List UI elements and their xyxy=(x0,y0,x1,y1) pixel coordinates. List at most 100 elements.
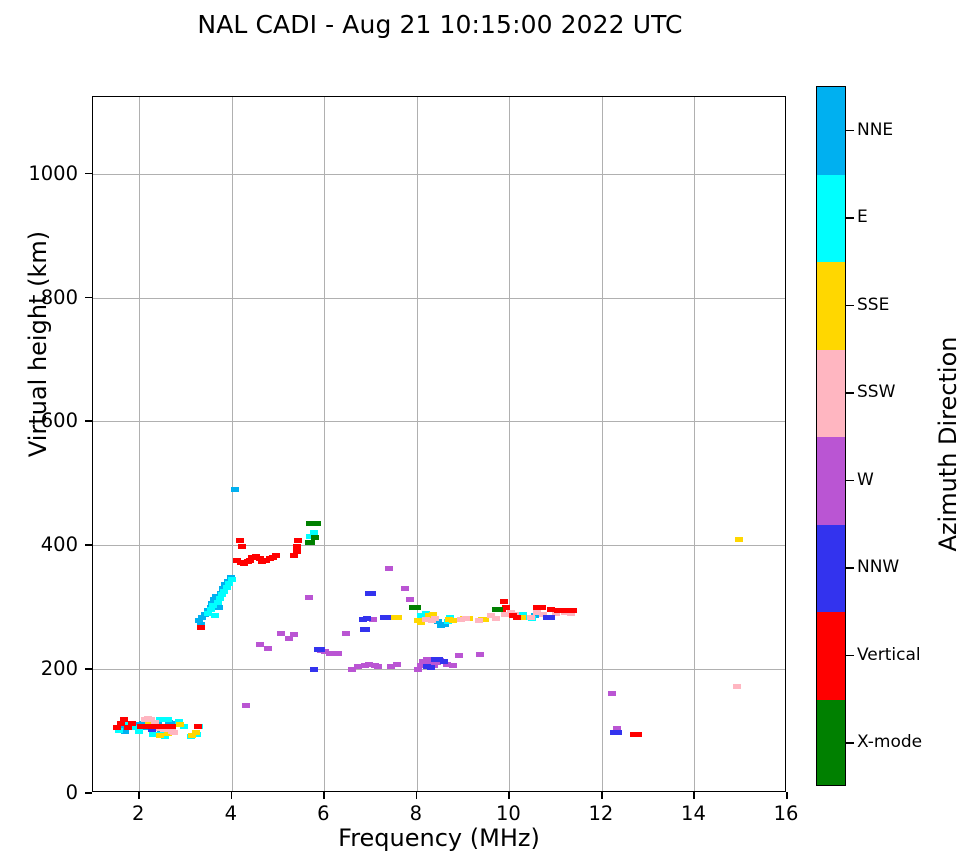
gridline-horizontal xyxy=(93,173,785,175)
data-point-vertical xyxy=(159,723,168,729)
data-point-ssw xyxy=(457,617,466,623)
colorbar-segment-nne[interactable] xyxy=(817,87,845,175)
colorbar-tick-mark xyxy=(846,217,854,219)
data-point-e xyxy=(207,607,216,613)
data-point-vertical xyxy=(194,723,203,729)
x-axis-label: Frequency (MHz) xyxy=(338,824,540,852)
data-point-vertical xyxy=(113,724,122,730)
data-point-vertical xyxy=(559,608,568,614)
y-tick-label: 1000 xyxy=(28,161,78,185)
data-point-nnw xyxy=(316,646,325,652)
data-point-nnw xyxy=(426,665,435,671)
data-point-w xyxy=(348,666,357,672)
plot-area[interactable] xyxy=(92,96,786,792)
data-point-e xyxy=(211,613,220,619)
data-point-sse xyxy=(417,619,426,625)
data-point-vertical xyxy=(167,723,176,729)
data-point-nne xyxy=(198,615,207,621)
colorbar-label-nne: NNE xyxy=(857,119,894,140)
gridline-horizontal xyxy=(93,669,785,671)
colorbar-segment-nnw[interactable] xyxy=(817,524,845,612)
data-point-vertical xyxy=(236,537,245,543)
data-point-w xyxy=(400,586,409,592)
gridline-vertical xyxy=(324,97,326,791)
x-tick-label: 14 xyxy=(681,802,706,825)
data-point-e xyxy=(114,727,123,733)
y-tick-mark xyxy=(85,544,92,546)
data-point-ssw xyxy=(474,617,483,623)
y-tick-mark xyxy=(85,420,92,423)
colorbar-label-x-mode: X-mode xyxy=(857,732,923,753)
colorbar-segment-x-mode[interactable] xyxy=(817,699,845,785)
data-point-nnw xyxy=(547,614,556,620)
data-point-nne xyxy=(132,722,141,728)
colorbar-segment-vertical[interactable] xyxy=(817,612,845,700)
data-point-ssw xyxy=(733,683,742,689)
data-point-vertical xyxy=(537,604,546,610)
x-tick-mark xyxy=(230,792,233,799)
data-point-w xyxy=(454,653,463,659)
page-title: NAL CADI - Aug 21 10:15:00 2022 UTC xyxy=(197,10,683,39)
x-tick-mark xyxy=(323,792,325,799)
data-point-vertical xyxy=(143,723,152,729)
data-point-e xyxy=(135,728,144,734)
data-point-vertical xyxy=(512,614,521,620)
data-point-w xyxy=(341,630,350,636)
y-tick-label: 400 xyxy=(40,533,78,557)
data-point-nnw xyxy=(310,666,319,672)
colorbar-segment-e[interactable] xyxy=(817,174,845,262)
y-tick-label: 200 xyxy=(40,657,78,681)
data-point-ssw xyxy=(150,719,159,725)
data-point-vertical xyxy=(124,725,133,731)
x-tick-mark xyxy=(600,792,603,799)
data-point-e xyxy=(155,717,164,723)
y-tick-mark xyxy=(85,296,92,299)
y-tick-mark xyxy=(85,172,92,175)
data-point-ssw xyxy=(170,730,179,736)
gridline-horizontal xyxy=(93,297,785,299)
data-point-nnw xyxy=(362,615,371,621)
gridline-vertical xyxy=(231,97,233,791)
data-point-vertical xyxy=(237,544,246,550)
data-point-nne xyxy=(230,487,239,493)
data-point-vertical xyxy=(499,598,508,604)
data-point-vertical xyxy=(127,721,136,727)
data-point-e xyxy=(213,599,222,605)
data-point-w xyxy=(416,662,425,668)
data-point-vertical xyxy=(119,717,128,723)
y-axis-label: Virtual height (km) xyxy=(24,230,52,458)
data-point-sse xyxy=(481,617,490,623)
colorbar-segment-ssw[interactable] xyxy=(817,349,845,437)
colorbar-label-nnw: NNW xyxy=(857,557,900,578)
data-point-e xyxy=(217,592,226,598)
data-point-e xyxy=(223,584,232,590)
data-point-ssw xyxy=(533,609,542,615)
data-point-nnw xyxy=(361,627,370,633)
data-point-e xyxy=(220,588,229,594)
colorbar-segment-w[interactable] xyxy=(817,437,845,525)
x-tick-mark xyxy=(786,792,788,799)
data-point-sse xyxy=(428,612,437,618)
data-point-sse xyxy=(191,730,200,736)
data-point-x-mode xyxy=(412,604,421,610)
y-tick-mark xyxy=(85,792,92,794)
data-point-w xyxy=(304,594,313,600)
gridline-vertical xyxy=(601,97,603,791)
y-tick-label: 0 xyxy=(65,781,78,804)
data-point-w xyxy=(423,656,432,662)
data-point-e xyxy=(225,581,234,587)
data-point-vertical xyxy=(564,608,573,614)
data-point-w xyxy=(385,566,394,572)
data-point-x-mode xyxy=(495,607,504,613)
data-point-e xyxy=(227,577,236,583)
data-point-nnw xyxy=(435,656,444,662)
data-point-ssw xyxy=(461,615,470,621)
x-tick-label: 16 xyxy=(773,802,799,825)
data-point-ssw xyxy=(486,613,495,619)
gridline-horizontal xyxy=(93,421,785,423)
colorbar-segment-sse[interactable] xyxy=(817,262,845,350)
data-point-w xyxy=(475,651,484,657)
data-point-e xyxy=(175,718,184,724)
colorbar[interactable] xyxy=(816,86,846,786)
